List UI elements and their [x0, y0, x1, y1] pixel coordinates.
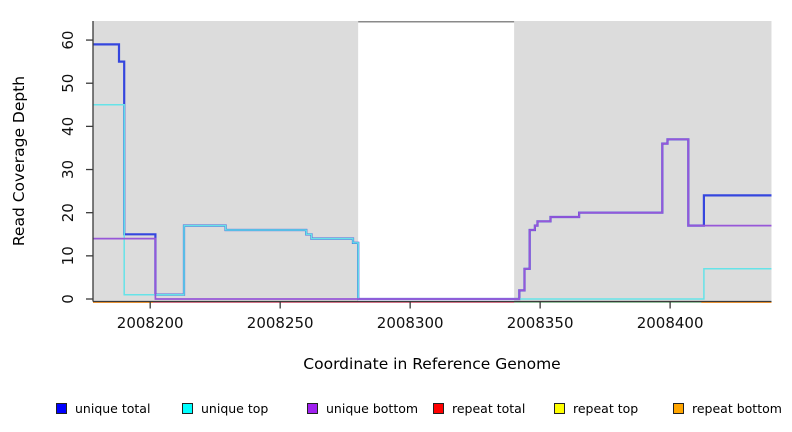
x-tick-label: 2008300 — [377, 314, 444, 332]
legend-swatch-icon — [554, 402, 565, 414]
plot-background — [93, 20, 772, 302]
legend-item-repeat-bottom: repeat bottom — [673, 399, 782, 417]
legend-label: repeat total — [452, 400, 526, 416]
y-tick-label: 20 — [59, 203, 77, 222]
chart-legend: unique total unique top unique bottom repea… — [0, 399, 792, 421]
legend-swatch-icon — [673, 402, 684, 414]
legend-item-repeat-total: repeat total — [433, 399, 525, 417]
x-tick-label: 2008250 — [247, 314, 314, 332]
x-axis-title: Coordinate in Reference Genome — [303, 355, 560, 373]
legend-swatch-icon — [433, 402, 444, 414]
legend-item-unique-bottom: unique bottom — [307, 399, 418, 417]
y-tick-label: 50 — [59, 74, 77, 93]
legend-swatch-icon — [182, 402, 193, 414]
x-tick-label: 2008350 — [507, 314, 574, 332]
y-axis-title: Read Coverage Depth — [10, 76, 28, 246]
legend-item-repeat-top: repeat top — [554, 399, 638, 417]
legend-label: unique top — [201, 400, 269, 416]
legend-item-unique-total: unique total — [56, 399, 150, 417]
axes: 0 10 20 30 40 50 60 2008200 2008250 2008300 200835… — [59, 21, 772, 332]
x-tick-label: 2008400 — [637, 314, 704, 332]
legend-item-unique-top: unique top — [182, 399, 268, 417]
legend-swatch-icon — [307, 402, 318, 414]
series-line-unique-bottom — [93, 138, 772, 300]
y-tick-label: 10 — [59, 246, 77, 265]
read-coverage-chart: 0 10 20 30 40 50 60 2008200 2008250 2008300 200835… — [10, 20, 772, 373]
y-tick-label: 30 — [59, 160, 77, 179]
y-tick-label: 40 — [59, 117, 77, 136]
x-tick-label: 2008200 — [117, 314, 184, 332]
y-tick-label: 60 — [59, 31, 77, 50]
legend-swatch-icon — [56, 402, 67, 414]
masked-repeat-region — [358, 21, 515, 302]
legend-label: unique bottom — [326, 400, 419, 416]
legend-label: unique total — [75, 400, 151, 416]
y-tick-label: 0 — [59, 294, 77, 304]
legend-label: repeat top — [573, 400, 639, 416]
legend-label: repeat bottom — [692, 400, 782, 416]
